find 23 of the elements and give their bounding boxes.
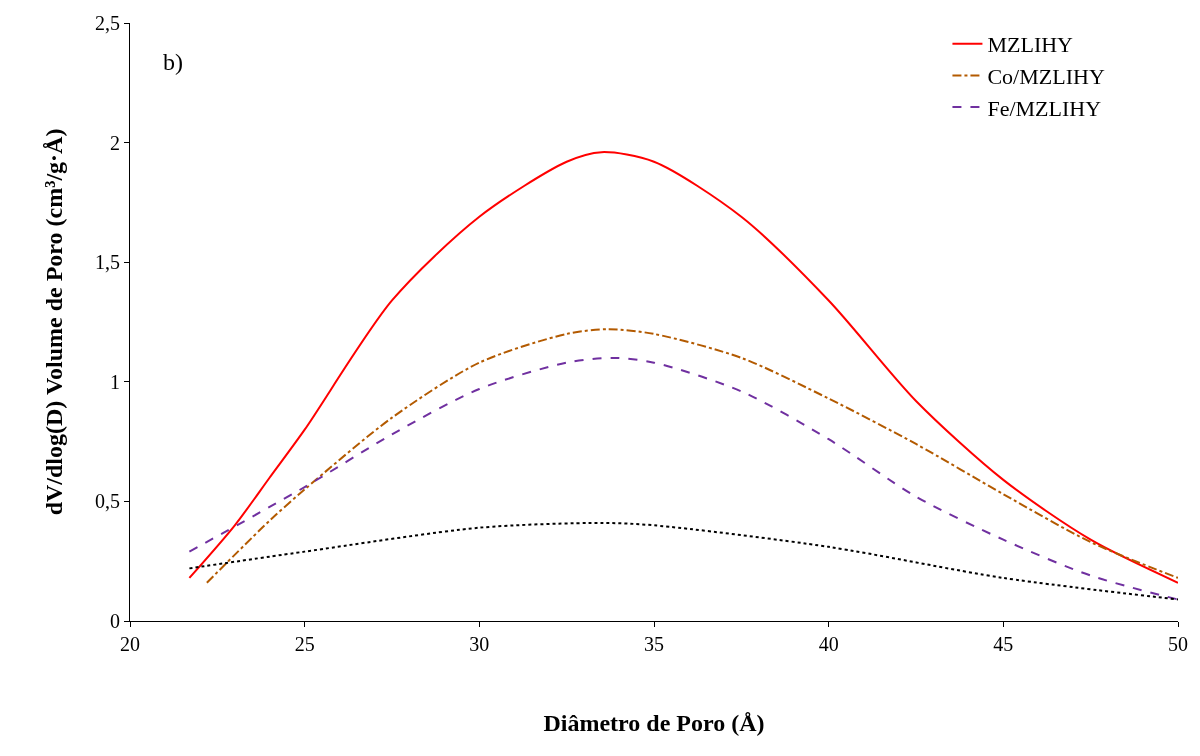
y-tick-label: 0,5: [95, 490, 120, 513]
x-axis-title: Diâmetro de Poro (Å): [543, 710, 765, 737]
y-tick-label: 1: [110, 370, 120, 393]
y-tick-label: 2: [110, 131, 120, 154]
x-tick-label: 30: [469, 633, 490, 655]
legend-label: Fe/MZLIHY: [987, 95, 1102, 121]
x-tick-label: 45: [993, 633, 1014, 655]
legend-label: MZLIHY: [987, 32, 1074, 58]
y-tick-label: 1,5: [95, 251, 120, 274]
x-tick-label: 40: [818, 633, 839, 655]
x-tick-label: 50: [1168, 633, 1188, 655]
line-series: [188, 151, 1178, 584]
x-tick-label: 25: [294, 633, 315, 655]
line-series: [188, 521, 1178, 601]
x-tick-label: 20: [120, 633, 140, 655]
line-series: [188, 356, 1178, 601]
annotation: b): [163, 49, 183, 75]
legend-label: Co/MZLIHY: [987, 63, 1105, 89]
line-series: [205, 328, 1178, 584]
y-tick-label: 2,5: [95, 12, 120, 34]
y-tick-label: 0: [110, 610, 120, 632]
x-tick-label: 35: [644, 633, 664, 655]
y-axis-title: dV/dlog(D) Volume de Poro (cm³/g·Å): [41, 128, 68, 516]
